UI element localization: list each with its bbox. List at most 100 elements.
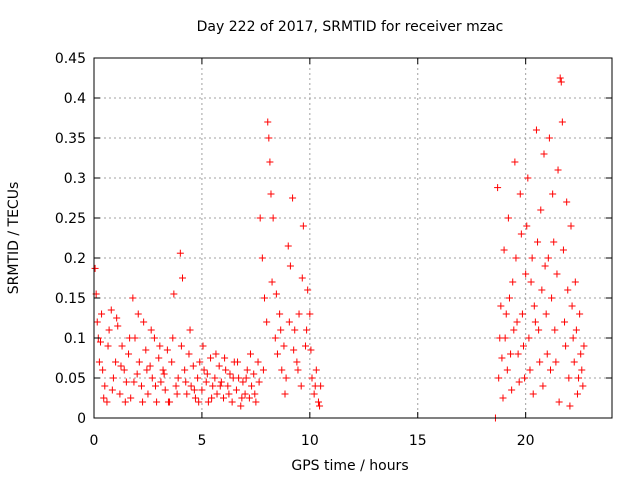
data-point	[139, 398, 147, 406]
data-point	[196, 358, 204, 366]
data-point	[137, 382, 145, 390]
data-point	[537, 206, 545, 214]
data-point	[517, 230, 525, 238]
data-point	[505, 294, 513, 302]
data-point	[563, 198, 571, 206]
data-point	[564, 286, 572, 294]
data-point	[510, 326, 518, 334]
data-point	[202, 378, 210, 386]
data-point	[135, 358, 143, 366]
data-point	[183, 390, 191, 398]
data-point	[507, 350, 515, 358]
data-point	[248, 382, 256, 390]
data-point	[209, 382, 217, 390]
data-point	[494, 184, 502, 192]
data-point	[118, 342, 126, 350]
data-point	[503, 366, 511, 374]
data-point	[241, 390, 249, 398]
data-point	[225, 390, 233, 398]
data-point	[303, 326, 311, 334]
data-point	[117, 362, 125, 370]
data-point	[522, 270, 530, 278]
data-point	[217, 378, 225, 386]
data-point	[276, 310, 284, 318]
data-point	[178, 274, 186, 282]
data-point	[134, 310, 142, 318]
data-point	[552, 358, 560, 366]
data-point	[502, 310, 510, 318]
data-point	[172, 382, 180, 390]
data-point	[542, 310, 550, 318]
data-point	[144, 390, 152, 398]
data-point	[516, 190, 524, 198]
data-point	[290, 346, 298, 354]
data-point	[228, 398, 236, 406]
data-point	[140, 318, 148, 326]
data-point	[204, 398, 212, 406]
data-point	[152, 382, 160, 390]
data-point	[114, 322, 122, 330]
data-point	[100, 394, 108, 402]
data-point	[575, 374, 583, 382]
data-point	[116, 390, 124, 398]
data-point	[120, 366, 128, 374]
data-point	[189, 362, 197, 370]
data-point	[133, 370, 141, 378]
data-point	[150, 334, 158, 342]
data-point	[540, 150, 548, 158]
data-point	[130, 378, 138, 386]
data-point	[246, 350, 254, 358]
data-point	[91, 264, 99, 272]
data-point	[308, 374, 316, 382]
data-point	[532, 126, 540, 134]
data-point	[298, 274, 306, 282]
data-point	[213, 390, 221, 398]
data-point	[297, 382, 305, 390]
data-point	[272, 290, 280, 298]
data-point	[259, 366, 267, 374]
y-tick-label: 0.2	[64, 251, 86, 267]
data-point	[520, 342, 528, 350]
data-point	[291, 326, 299, 334]
data-point	[153, 398, 161, 406]
data-point	[307, 346, 315, 354]
data-point	[562, 342, 570, 350]
data-point	[294, 366, 302, 374]
data-point	[264, 118, 272, 126]
data-point	[566, 402, 574, 410]
data-point	[221, 354, 229, 362]
data-point	[250, 370, 258, 378]
data-point	[194, 374, 202, 382]
data-point	[557, 78, 565, 86]
data-point	[528, 254, 536, 262]
data-point	[164, 398, 172, 406]
x-tick-label: 20	[517, 433, 535, 449]
y-tick-label: 0.1	[64, 331, 86, 347]
data-point	[278, 366, 286, 374]
y-tick-label: 0.05	[55, 371, 86, 387]
data-point	[497, 302, 505, 310]
data-point	[207, 354, 215, 362]
data-point	[174, 374, 182, 382]
data-point	[555, 398, 563, 406]
data-point	[316, 402, 324, 410]
data-point	[238, 394, 246, 402]
y-tick-label: 0.25	[55, 211, 86, 227]
data-point	[573, 390, 581, 398]
x-tick-label: 10	[301, 433, 319, 449]
data-point	[558, 118, 566, 126]
data-point	[173, 390, 181, 398]
data-point	[531, 318, 539, 326]
data-point	[295, 310, 303, 318]
data-point	[252, 398, 260, 406]
data-point	[147, 326, 155, 334]
data-point	[273, 350, 281, 358]
data-point	[95, 358, 103, 366]
data-point	[146, 362, 154, 370]
data-point	[200, 366, 208, 374]
data-point	[509, 278, 517, 286]
data-point	[498, 354, 506, 362]
data-point	[159, 366, 167, 374]
data-point	[285, 318, 293, 326]
data-point	[578, 366, 586, 374]
